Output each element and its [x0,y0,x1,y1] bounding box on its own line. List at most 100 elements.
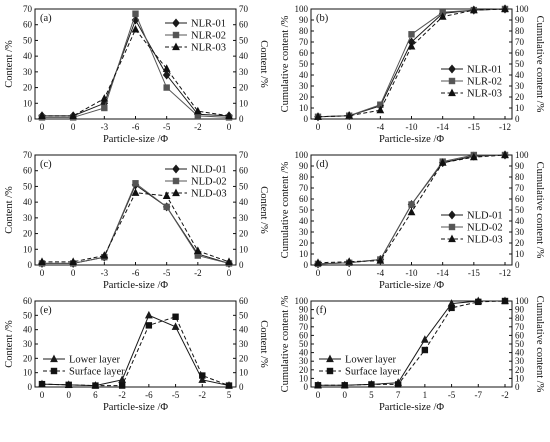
series-line [317,8,506,118]
y-tick-label-left: 20 [23,353,33,363]
data-point [408,31,415,38]
legend-marker [326,354,334,363]
x-tick-label: 6 [93,390,98,400]
x-tick-label: -2 [199,390,207,400]
x-tick-label: -6 [132,122,140,132]
y-tick-label-left: 60 [299,330,309,340]
data-point [100,94,109,102]
data-point [469,152,478,161]
y-tick-label-right: 100 [515,4,529,14]
y-tick-label-left: 30 [299,81,309,91]
x-tick-label: -15 [468,268,480,278]
panel-label: (e) [40,305,52,316]
y-tick-label-left: 0 [28,260,33,270]
data-point [501,297,509,305]
plot-frame [34,300,237,388]
y-tick-label-right: 10 [239,368,249,378]
y-tick-label-right: 30 [515,356,525,366]
y-tick-label-left: 100 [295,296,309,306]
x-axis-label: Particle-size /Φ [103,280,168,291]
x-tick-label: -4 [377,122,385,132]
x-tick-label: 7 [396,390,401,400]
data-point [376,256,385,264]
x-tick-label: 0 [71,122,76,132]
y-tick-label-left: 90 [299,305,309,315]
data-point [92,382,99,389]
legend-marker [50,367,58,375]
y-axis-label-right: Cumulative content /% [534,162,545,259]
panel-label: (b) [316,13,329,24]
data-point [448,304,455,312]
x-axis-label: Particle-size /Φ [103,134,168,145]
y-tick-label-right: 40 [239,51,249,61]
y-tick-label-right: 40 [239,325,249,335]
y-tick-label-right: 20 [239,229,249,239]
data-point [420,335,429,343]
y-tick-label-right: 80 [515,172,525,182]
data-point [193,246,202,254]
legend-marker [172,177,180,185]
y-tick-label-left: 10 [23,368,33,378]
data-point [101,104,108,112]
y-tick-label-left: 50 [23,181,33,191]
series-line [41,316,230,387]
legend-label: NLR-02 [191,31,226,42]
data-point [162,191,171,199]
y-tick-label-right: 100 [515,296,529,306]
data-point [407,207,416,216]
x-tick-label: -3 [101,122,109,132]
legend-marker [50,354,58,363]
y-tick-label-right: 20 [515,238,525,248]
y-tick-label-left: 0 [28,382,33,392]
legend-label: NLD-02 [191,177,227,188]
y-tick-label-left: 40 [299,348,309,358]
y-tick-label-right: 0 [515,382,520,392]
panel-label: (f) [316,305,327,316]
data-point [501,150,509,159]
y-tick-label-right: 70 [515,37,525,47]
x-tick-label: -2 [194,268,202,278]
y-tick-label-right: 60 [515,330,525,340]
y-tick-label-right: 0 [515,260,520,270]
y-axis-label-right: Content /% [258,40,269,88]
y-tick-label-right: 20 [239,353,249,363]
y-tick-label-left: 70 [299,183,309,193]
y-tick-label-right: 40 [515,70,525,80]
series-line [317,8,506,118]
data-point [225,257,233,265]
data-point [408,201,415,208]
series-line [318,300,506,386]
x-tick-label: 5 [227,390,232,400]
x-tick-label: -4 [377,268,385,278]
y-tick-label-left: 70 [299,37,309,47]
x-tick-label: 0 [66,390,71,400]
y-tick-label-left: 20 [299,365,309,375]
y-tick-label-right: 50 [239,310,249,320]
data-point [469,5,478,14]
legend-label: NLR-03 [191,43,226,54]
y-tick-label-right: 100 [515,150,529,160]
y-axis-label-left: Content /% [4,40,15,88]
y-tick-label-right: 10 [515,249,525,259]
y-tick-label-left: 30 [299,227,309,237]
legend-label: NLD-01 [467,211,503,222]
x-tick-label: -10 [406,268,418,278]
y-tick-label-left: 70 [299,322,309,332]
y-tick-label-left: 70 [23,4,33,14]
y-axis-label-right: Cumulative content /% [534,16,545,113]
x-tick-label: -15 [468,122,480,132]
y-tick-label-left: 30 [23,339,33,349]
x-tick-label: -6 [145,390,153,400]
x-tick-label: -12 [499,122,511,132]
y-tick-label-left: 60 [23,296,33,306]
y-tick-label-right: 10 [515,103,525,113]
y-tick-label-right: 70 [515,183,525,193]
plot-frame [310,300,513,388]
y-tick-label-left: 0 [304,114,309,124]
y-axis-label-right: Content /% [258,320,269,368]
legend-label: NLR-02 [467,77,502,88]
y-tick-label-right: 40 [515,348,525,358]
legend-marker [172,188,180,197]
y-tick-label-left: 40 [23,325,33,335]
